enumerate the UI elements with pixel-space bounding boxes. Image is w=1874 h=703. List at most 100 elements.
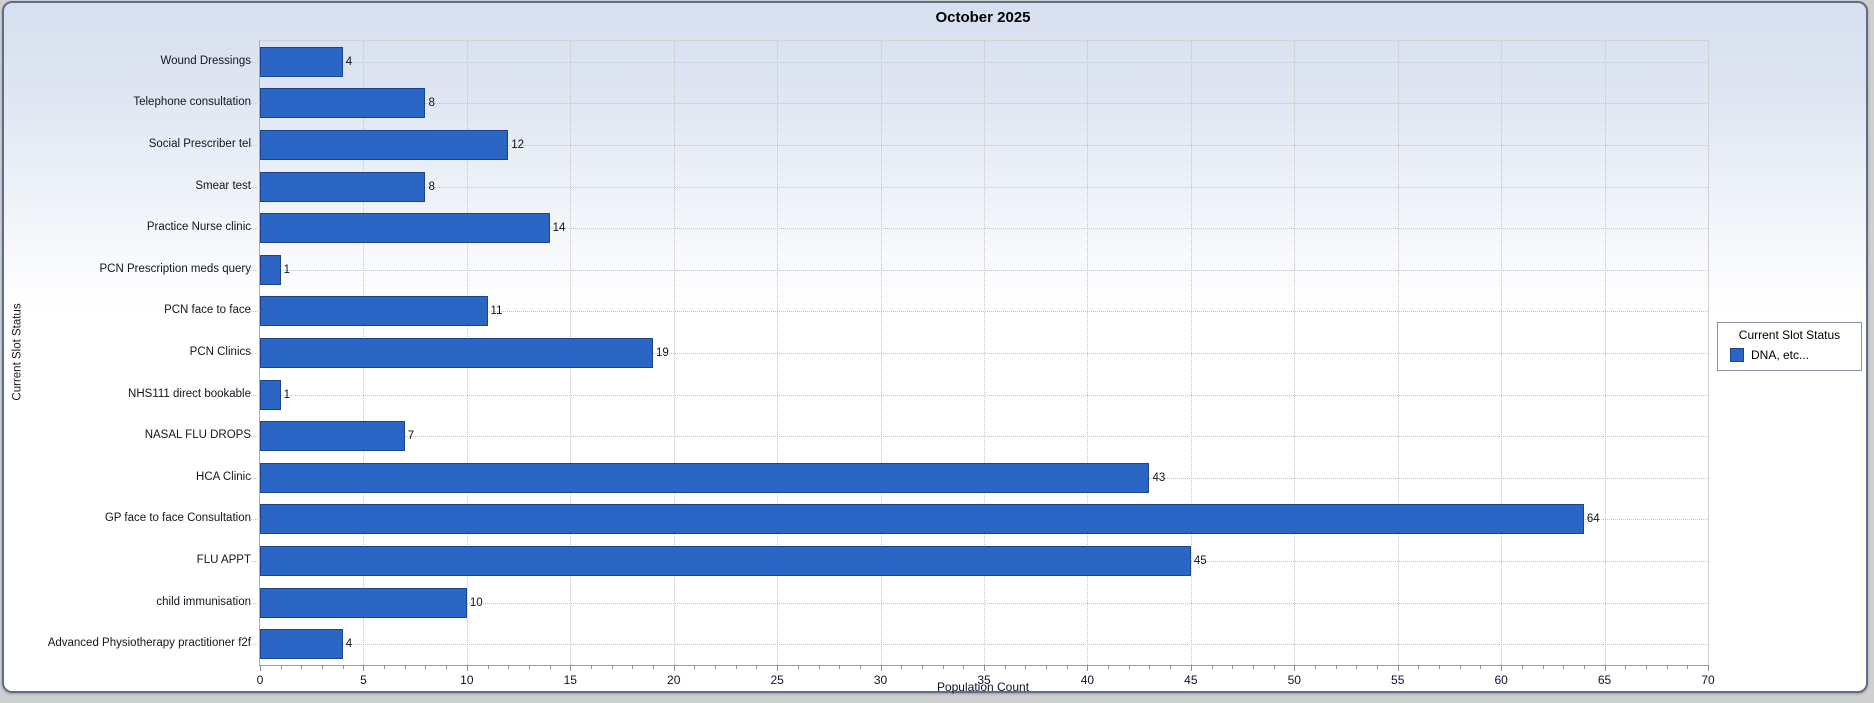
x-tick (963, 665, 965, 669)
category-label: NASAL FLU DROPS (144, 429, 251, 442)
x-tick (549, 665, 551, 669)
x-tick (797, 665, 799, 669)
category-label: Wound Dressings (160, 54, 251, 67)
y-axis-title: Current Slot Status (12, 303, 24, 401)
x-tick-label: 55 (1391, 673, 1405, 687)
x-tick (384, 665, 386, 669)
bar[interactable] (260, 171, 426, 202)
bar[interactable] (260, 88, 426, 119)
x-tick (1625, 665, 1627, 669)
legend-item[interactable]: DNA, etc... (1726, 348, 1853, 362)
x-tick (1397, 665, 1399, 671)
bar-value-label: 4 (345, 55, 353, 68)
bar-value-label: 45 (1193, 555, 1207, 567)
x-tick (611, 665, 613, 669)
x-tick-label: 60 (1494, 673, 1508, 687)
x-tick (756, 665, 758, 669)
x-tick (1480, 665, 1482, 669)
x-tick (1294, 665, 1296, 671)
bar-value-label: 19 (656, 347, 669, 359)
x-tick (1335, 665, 1337, 669)
bar-value-label: 64 (1586, 513, 1600, 526)
gridline-h (251, 145, 1708, 146)
bar[interactable] (260, 296, 488, 327)
x-tick (1604, 665, 1606, 671)
bar[interactable] (260, 338, 654, 368)
x-tick-label: 25 (770, 673, 784, 687)
x-tick-label: 20 (667, 673, 681, 687)
bar[interactable] (260, 130, 509, 160)
x-tick (1211, 665, 1213, 669)
category-label: FLU APPT (196, 554, 251, 566)
x-tick (301, 665, 303, 669)
category-label: HCA Clinic (196, 470, 251, 483)
x-tick (466, 665, 468, 671)
category-label: PCN Clinics (189, 346, 251, 358)
x-tick (1004, 665, 1006, 669)
category-axis: Wound Dressings Telephone consultation Soc… (32, 40, 251, 664)
x-tick (363, 665, 365, 671)
bar[interactable] (260, 46, 343, 77)
x-tick (1501, 665, 1503, 671)
x-tick (715, 665, 717, 669)
x-tick-label: 65 (1597, 673, 1612, 687)
x-tick (1170, 665, 1172, 669)
x-tick (1108, 665, 1110, 669)
legend-item-label: DNA, etc... (1751, 348, 1810, 362)
gridline-h (251, 602, 1708, 604)
x-tick (1687, 665, 1689, 669)
x-tick-label: 5 (360, 673, 367, 687)
x-tick (590, 665, 592, 669)
x-tick (818, 665, 820, 669)
bar[interactable] (260, 629, 343, 660)
x-tick (1708, 665, 1709, 671)
category-label: Advanced Physiotherapy practitioner f2f (47, 637, 251, 650)
x-tick (777, 665, 779, 671)
x-tick (694, 665, 696, 669)
x-tick (1128, 665, 1130, 669)
x-tick (1273, 665, 1275, 669)
bar-value-label: 7 (407, 430, 415, 443)
x-tick-label: 50 (1287, 673, 1301, 687)
x-tick-label: 10 (460, 673, 474, 687)
gridline-h (251, 394, 1708, 396)
y-axis-title-wrap: Current Slot Status (4, 40, 32, 664)
bar-value-label: 1 (283, 263, 291, 276)
x-tick (1066, 665, 1068, 669)
gridline-h (251, 186, 1708, 188)
category-label: child immunisation (156, 595, 251, 608)
x-tick (1232, 665, 1234, 669)
bar[interactable] (260, 504, 1584, 535)
x-tick (839, 665, 841, 669)
x-tick (404, 665, 406, 669)
legend-title: Current Slot Status (1738, 328, 1841, 342)
x-tick (487, 665, 489, 669)
x-tick (901, 665, 903, 669)
bar[interactable] (260, 213, 550, 244)
bar-value-label: 10 (469, 596, 483, 609)
bar[interactable] (260, 462, 1150, 493)
x-tick-label: 30 (873, 673, 888, 687)
x-tick (528, 665, 530, 669)
x-tick (1666, 665, 1668, 669)
gridline-h (251, 103, 1708, 105)
category-label: Social Prescriber tel (148, 138, 251, 150)
bar-value-label: 43 (1152, 471, 1166, 484)
x-tick-label: 0 (256, 673, 264, 687)
x-tick-label: 70 (1701, 673, 1715, 687)
category-label: Practice Nurse clinic (146, 221, 251, 234)
category-label: PCN Prescription meds query (99, 262, 251, 275)
x-tick (425, 665, 427, 669)
bar[interactable] (260, 546, 1191, 576)
bar[interactable] (260, 587, 467, 618)
x-tick (260, 665, 261, 671)
bar[interactable] (260, 421, 405, 452)
category-label: NHS111 direct bookable (128, 387, 251, 400)
x-tick (859, 665, 861, 669)
x-tick (1046, 665, 1048, 669)
x-tick (570, 665, 572, 671)
bar[interactable] (260, 254, 281, 285)
bar[interactable] (260, 379, 281, 410)
